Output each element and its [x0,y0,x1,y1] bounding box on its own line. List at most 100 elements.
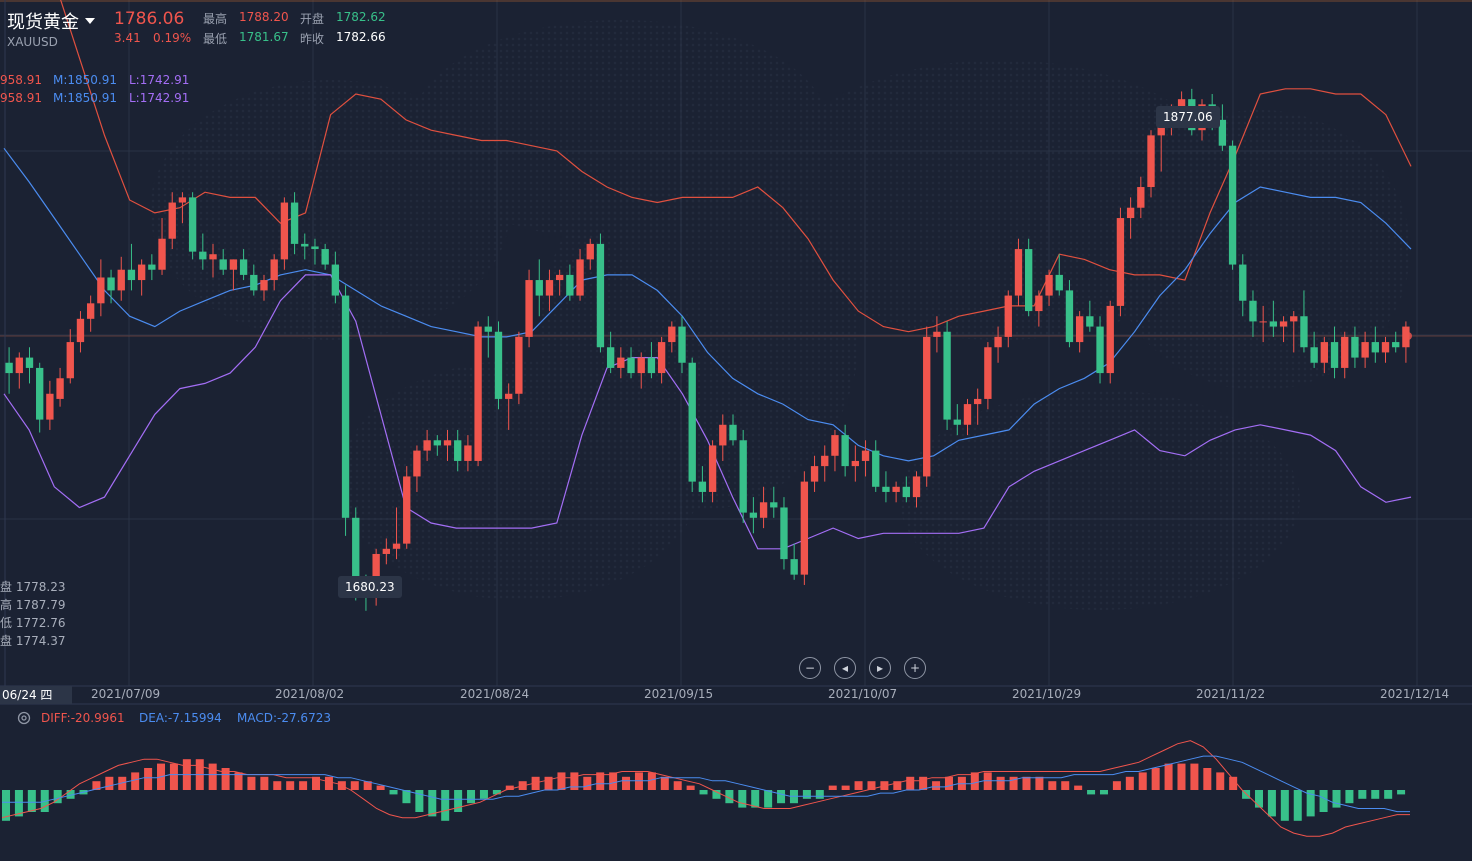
macd-histogram-bar [492,790,501,795]
candle-up [1014,238,1023,306]
candle-body [515,336,523,394]
skip-back-icon: ◂ [841,661,849,675]
candle-body [178,197,187,203]
candle-body [1392,342,1400,348]
candle-body [1330,342,1339,368]
macd-histogram-bar [66,790,75,799]
candle-down [1330,326,1339,379]
high-label: 最高 [203,12,228,26]
candle-body [1290,316,1298,322]
boll-lower-2: L:1742.91 [129,91,190,105]
ohlc-value: 1772.76 [15,616,66,630]
candle-body [647,357,656,374]
macd-histogram-bar [622,776,631,790]
candle-down [494,321,503,410]
macd-histogram-bar [299,781,308,790]
candle-up [759,486,768,529]
candle-body [790,559,798,575]
macd-histogram-bar [1112,781,1121,790]
candle-body [341,295,350,518]
map-region [1110,110,1410,390]
low-value: 1781.67 [239,30,289,44]
date-tick: 2021/07/09 [91,687,161,701]
instrument-title[interactable]: 现货黄金 [7,8,95,34]
macd-histogram-bar [1293,790,1302,821]
macd-histogram-bar [893,781,902,790]
candle-body [963,404,972,425]
macd-histogram-bar [1345,790,1354,804]
macd-histogram-bar [14,790,23,817]
candle-body [892,486,900,492]
minus-icon: − [804,661,816,675]
candle-up [994,326,1002,363]
macd-histogram-bar [673,781,682,790]
candle-down [36,362,44,433]
macd-histogram-bar [1125,776,1134,790]
macd-histogram-bar [1358,790,1367,799]
candle-down [107,269,115,304]
candle-down [484,316,492,358]
candle-body [199,251,207,260]
macd-histogram-bar [1099,790,1108,795]
macd-histogram-bar [208,763,217,790]
candle-down [239,249,248,281]
candle-up [708,440,717,503]
zoom-in-button[interactable]: + [904,657,926,679]
candle-body [1147,135,1155,188]
candle-down [1300,290,1308,353]
candle-down [1065,280,1074,348]
candle-up [576,249,584,301]
macd-histogram-bar [544,776,553,790]
candle-down [1024,238,1033,317]
macd-histogram-bar [144,768,153,790]
candlestick-series [5,88,1410,611]
settings-gear-icon[interactable] [16,710,32,726]
ohlc-value: 1774.37 [15,634,66,648]
candle-body [117,269,125,291]
candle-body [260,280,268,291]
candle-down [1228,140,1237,270]
macd-histogram-bar [802,790,811,799]
candle-body [392,543,401,549]
macd-histogram-bar [1397,790,1406,795]
candle-body [219,259,227,270]
macd-histogram-bar [932,781,941,790]
macd-histogram-bar [376,785,385,790]
candle-down [647,342,656,379]
scroll-start-button[interactable]: ◂ [834,657,856,679]
candle-down [341,285,350,536]
macd-histogram-bar [828,785,837,790]
candle-body [76,318,85,343]
zoom-out-button[interactable]: − [799,657,821,679]
candle-up [168,192,176,250]
candle-body [841,435,849,467]
candle-up [86,295,95,332]
candle-up [209,243,217,278]
candle-body [943,331,951,420]
candle-body [1116,218,1125,306]
candle-down [953,404,961,436]
candle-up [1004,290,1012,348]
chevron-down-icon[interactable] [85,18,95,24]
macd-histogram-bar [1216,772,1225,790]
candle-down [729,414,737,446]
candle-down [678,316,686,374]
skip-forward-icon: ▸ [876,661,884,675]
world-map-background [150,20,1410,610]
grid-lines [0,0,1472,705]
macd-histogram-bar [1371,790,1380,799]
macd-histogram-bar [738,790,747,808]
candle-body [209,254,217,260]
candle-body [443,440,452,446]
candle-down [199,233,207,270]
candle-body [290,202,299,244]
plus-icon: + [909,661,921,675]
scroll-end-button[interactable]: ▸ [869,657,891,679]
candle-body [729,424,737,441]
candle-body [46,393,54,420]
candle-body [821,455,829,467]
macd-histogram-bar [169,763,178,790]
candle-up [178,192,187,224]
